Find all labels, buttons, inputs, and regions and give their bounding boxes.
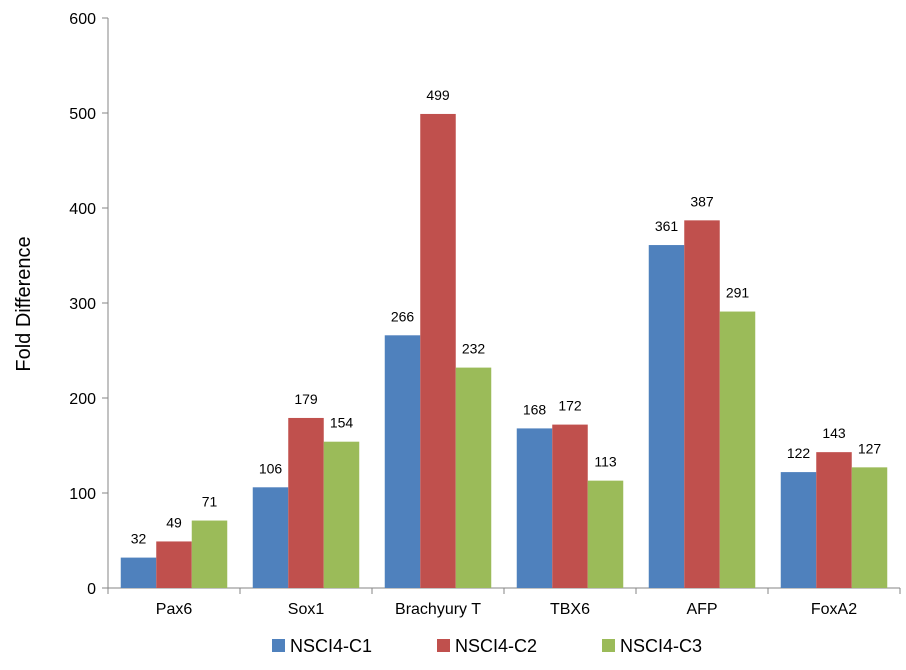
- legend-label: NSCI4-C1: [290, 636, 372, 656]
- legend-swatch: [602, 639, 615, 652]
- y-tick-label: 100: [69, 486, 96, 503]
- bar: [384, 335, 421, 588]
- data-label: 122: [787, 445, 811, 461]
- bar: [516, 428, 553, 588]
- data-label: 113: [594, 454, 617, 470]
- bar: [684, 220, 720, 588]
- bar: [552, 424, 588, 588]
- x-axis: Pax6 Sox1 Brachyury T TBX6 AFP FoxA2: [107, 587, 901, 618]
- bar: [252, 487, 289, 588]
- bar: [323, 441, 360, 588]
- y-tick-label: 400: [69, 201, 96, 218]
- bar: [120, 557, 157, 588]
- bar: [851, 467, 888, 588]
- data-label: 154: [330, 415, 354, 431]
- bar: [288, 417, 324, 588]
- data-label: 361: [655, 218, 679, 234]
- bars: [120, 113, 888, 589]
- y-tick-label: 600: [69, 11, 96, 28]
- data-label: 143: [822, 425, 846, 441]
- x-tick-label: FoxA2: [811, 601, 857, 618]
- legend-label: NSCI4-C2: [455, 636, 537, 656]
- data-label: 49: [166, 514, 182, 530]
- data-label: 179: [294, 391, 318, 407]
- data-label: 172: [558, 398, 582, 414]
- data-label: 291: [726, 285, 750, 301]
- y-tick-label: 200: [69, 391, 96, 408]
- x-tick-label: TBX6: [550, 601, 590, 618]
- data-label: 499: [426, 87, 450, 103]
- data-label: 232: [462, 341, 486, 357]
- data-label: 71: [202, 494, 218, 510]
- y-tick-label: 0: [87, 581, 96, 598]
- data-label: 127: [858, 440, 882, 456]
- data-labels: 32 49 71 106 179 154 266 499 232 168 172 113 361 387 2…: [131, 87, 882, 547]
- legend-swatch: [272, 639, 285, 652]
- bar: [420, 113, 456, 588]
- data-label: 168: [523, 401, 547, 417]
- bar: [816, 452, 852, 588]
- bar: [455, 367, 492, 588]
- bar: [648, 245, 685, 589]
- x-tick-label: Brachyury T: [395, 601, 481, 618]
- data-label: 387: [690, 193, 714, 209]
- bar: [191, 520, 228, 588]
- legend: NSCI4-C1 NSCI4-C2 NSCI4-C3: [272, 636, 702, 656]
- bar: [156, 541, 192, 588]
- bar: [780, 472, 817, 588]
- y-axis: 0 100 200 300 400 500 600: [69, 11, 109, 598]
- bar: [587, 480, 624, 588]
- y-tick-label: 300: [69, 296, 96, 313]
- x-tick-label: Pax6: [156, 601, 193, 618]
- x-tick-label: AFP: [686, 601, 717, 618]
- data-label: 106: [259, 460, 283, 476]
- legend-label: NSCI4-C3: [620, 636, 702, 656]
- data-label: 32: [131, 531, 147, 547]
- x-tick-label: Sox1: [288, 601, 325, 618]
- data-label: 266: [391, 308, 415, 324]
- y-axis-title: Fold Difference: [13, 236, 35, 371]
- legend-swatch: [437, 639, 450, 652]
- y-tick-label: 500: [69, 106, 96, 123]
- bar: [719, 311, 756, 588]
